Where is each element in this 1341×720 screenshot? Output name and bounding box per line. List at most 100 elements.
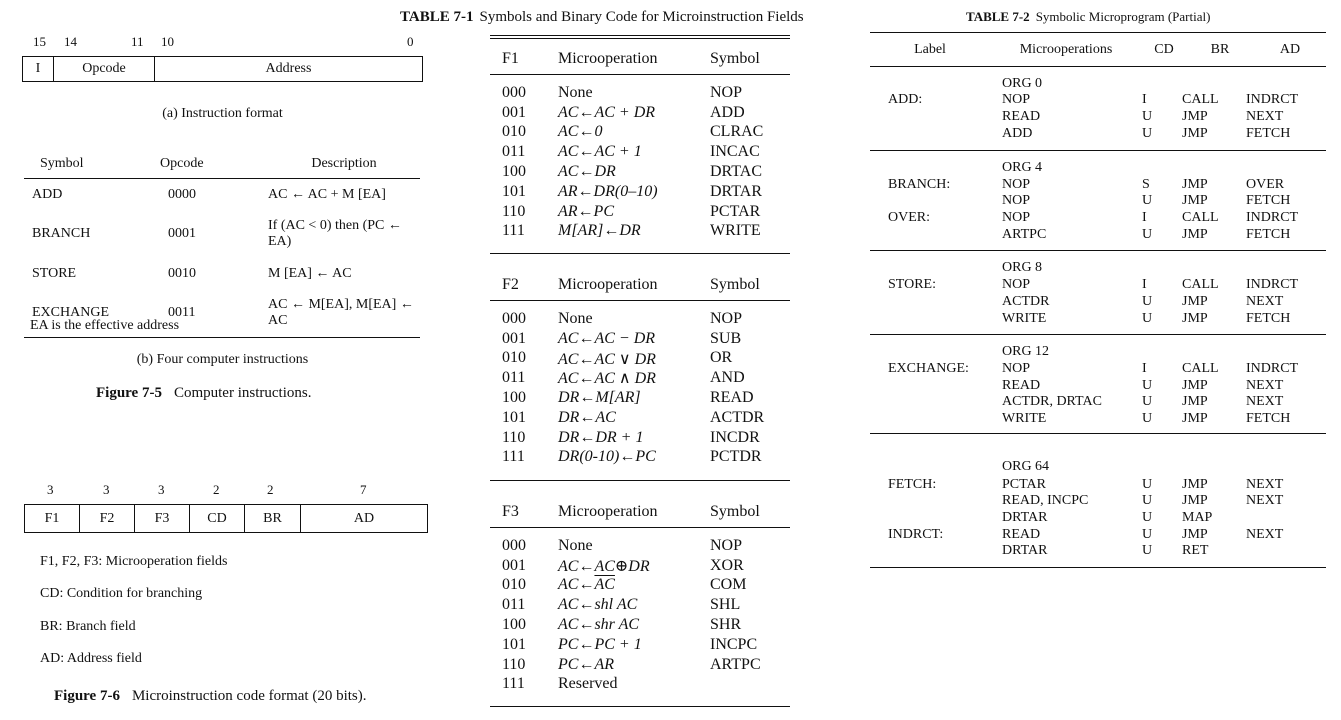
field-cd: CD [189, 505, 244, 532]
row-br: JMP [1182, 493, 1208, 509]
bit-number-11: 11 [131, 34, 144, 49]
table-row: 011 AC←shl AC SHL [502, 595, 790, 615]
microoperation: DR←DR + 1 [558, 428, 644, 446]
field-f1: F1 [44, 510, 60, 526]
width-f3: 3 [158, 482, 165, 497]
field-br: BR [244, 505, 300, 532]
row-ad: FETCH [1246, 126, 1291, 142]
row-cd: U [1142, 126, 1153, 142]
code: 111 [502, 222, 525, 240]
table-row: ORG 4 [870, 160, 1326, 177]
instr-symbol: BRANCH [32, 226, 91, 241]
row-microoperations: PCTAR [1002, 477, 1047, 493]
code: 111 [502, 448, 525, 466]
field-f2: F2 [79, 505, 134, 532]
table-row: 111 Reserved [502, 675, 790, 695]
instr-description: AC ← M[EA], M[EA] ← AC [260, 290, 420, 338]
code: 100 [502, 389, 526, 407]
field-ad: AD [300, 505, 427, 532]
row-br: JMP [1182, 311, 1208, 327]
symbol: COM [710, 576, 747, 594]
table-row: 110 DR←DR + 1 INCDR [502, 428, 790, 448]
row-microoperations: NOP [1002, 361, 1031, 377]
col-microoperation: Microoperation [558, 50, 658, 67]
table-row: 010 AC←AC ∨ DR OR [502, 349, 790, 369]
row-ad: FETCH [1246, 227, 1291, 243]
divider [870, 66, 1326, 67]
row-microoperations: ORG 0 [1002, 76, 1043, 92]
table-row: 100 AC←shr AC SHR [502, 615, 790, 635]
microoperation: AC←DR [558, 163, 616, 181]
microinstruction-format-box: F1 F2 F3 CD BR AD [24, 504, 428, 533]
instr-description: If (AC < 0) then (PC ← EA) [268, 218, 402, 249]
row-microoperations: ACTDR [1002, 294, 1050, 310]
width-f1: 3 [47, 482, 54, 497]
row-cd: U [1142, 477, 1153, 493]
microoperation: M[AR]←DR [558, 222, 641, 240]
microoperation: DR←AC [558, 408, 616, 426]
symbol: OR [710, 349, 733, 367]
field-address: Address [154, 57, 422, 81]
table-row: EXCHANGE: NOP I CALL INDRCT [870, 361, 1326, 378]
col-symbol: Symbol [710, 276, 760, 293]
row-cd: I [1142, 92, 1147, 108]
table-row: BRANCH: NOP S JMP OVER [870, 177, 1326, 194]
col-ad: AD [1279, 42, 1301, 57]
row-br: JMP [1182, 477, 1208, 493]
symbol: PCTAR [710, 202, 761, 220]
table-row: INDRCT: READ U JMP NEXT [870, 527, 1326, 544]
table-row: 010 AC←0 CLRAC [502, 123, 790, 143]
row-microoperations: WRITE [1002, 411, 1047, 427]
table-row: 011 AC←AC ∧ DR AND [502, 368, 790, 388]
row-label: STORE: [888, 277, 936, 293]
instruction-table: Symbol Opcode Description ADD 0000 AC ← … [24, 150, 420, 338]
table-row: 000 None NOP [502, 309, 790, 329]
microoperation: AC←AC + DR [558, 103, 656, 121]
table-row: 000 None NOP [502, 536, 790, 556]
row-ad: INDRCT [1246, 361, 1299, 377]
code: 001 [502, 556, 526, 574]
row-label: OVER: [888, 210, 930, 226]
row-microoperations: ORG 64 [1002, 459, 1050, 475]
instruction-format-box: I Opcode Address [22, 56, 423, 82]
row-ad: OVER [1246, 177, 1285, 193]
symbol: INCPC [710, 635, 758, 653]
code: 001 [502, 329, 526, 347]
divider [870, 433, 1326, 434]
table-row: READ, INCPC U JMP NEXT [870, 493, 1326, 510]
row-ad: NEXT [1246, 493, 1284, 509]
table-row: ORG 0 [870, 76, 1326, 93]
figure-label: Figure 7-5 [96, 385, 162, 401]
group-header: F3 Microoperation Symbol [490, 493, 790, 528]
divider [490, 480, 790, 481]
microoperation: DR(0-10)←PC [558, 448, 656, 466]
symbol: PCTDR [710, 448, 762, 466]
table-row: ACTDR U JMP NEXT [870, 294, 1326, 311]
figure-7-5-caption: Figure 7-5 Computer instructions. [96, 385, 311, 402]
row-cd: I [1142, 210, 1147, 226]
microoperation: PC←PC + 1 [558, 635, 642, 653]
symbol: SUB [710, 329, 742, 347]
symbol: READ [710, 389, 754, 407]
bit-number-0: 0 [407, 34, 414, 49]
code: 110 [502, 428, 526, 446]
group-field-name: F2 [502, 276, 519, 293]
symbol: DRTAC [710, 163, 762, 181]
table-row: WRITE U JMP FETCH [870, 411, 1326, 428]
field-group-f3: F3 Microoperation Symbol 000 None NOP 001 A… [490, 493, 790, 698]
microoperation: None [558, 309, 593, 327]
row-microoperations: ARTPC [1002, 227, 1047, 243]
instr-opcode: 0010 [168, 265, 196, 281]
table-row: DRTAR U MAP [870, 510, 1326, 527]
col-description: Description [260, 150, 420, 179]
table-title: Symbols and Binary Code for Microinstruc… [479, 9, 804, 25]
microoperation: AC←AC − DR [558, 329, 656, 347]
table-row: ORG 12 [870, 344, 1326, 361]
table-row: READ U JMP NEXT [870, 109, 1326, 126]
table-7-2-title: TABLE 7-2 Symbolic Microprogram (Partial) [966, 9, 1210, 25]
col-label: Label [914, 42, 946, 57]
microoperation: PC←AR [558, 655, 614, 673]
field-f3: F3 [134, 505, 189, 532]
table-row: 110 PC←AR ARTPC [502, 655, 790, 675]
bit-number-10: 10 [161, 34, 174, 49]
